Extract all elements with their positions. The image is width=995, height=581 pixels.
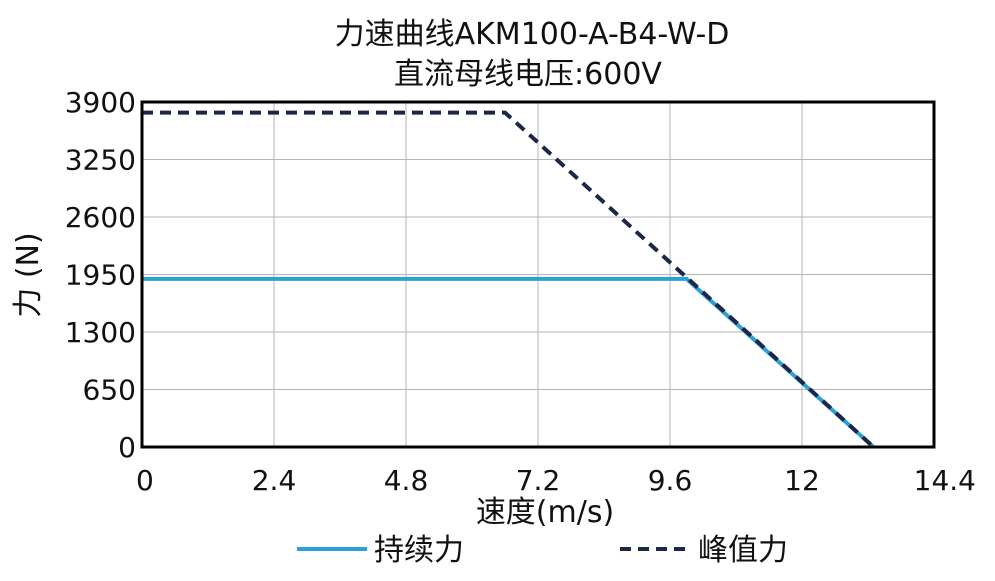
chart-title: 力速曲线AKM100-A-B4-W-D [335,17,730,52]
legend-label-peak-force: 峰值力 [698,533,788,568]
y-tick-label: 2600 [65,201,136,234]
x-tick-label: 7.2 [516,464,561,497]
x-tick-label: 14.4 [914,464,976,497]
y-axis-label: 力 (N) [11,232,46,317]
legend: 持续力 峰值力 [297,533,788,568]
x-tick-label: 9.6 [648,464,693,497]
x-tick-label: 0 [136,464,154,497]
x-axis-label: 速度(m/s) [476,495,614,530]
y-tick-label: 1300 [65,316,136,349]
y-tick-label: 650 [83,374,136,407]
y-tick-label: 1950 [65,259,136,292]
y-axis-ticks: 0 650 1300 1950 2600 3250 3900 [65,86,136,464]
plot-frame [140,100,936,449]
y-tick-label: 3900 [65,86,136,119]
legend-label-continuous-force: 持续力 [374,533,464,568]
chart-subtitle: 直流母线电压:600V [394,57,662,92]
y-tick-label: 0 [118,431,136,464]
x-axis-ticks: 0 2.4 4.8 7.2 9.6 12 14.4 [136,464,976,497]
x-tick-label: 12 [784,464,820,497]
series-lines [142,110,875,449]
series-line-continuous-force [142,276,875,449]
series-line-peak-force [142,110,875,449]
x-tick-label: 4.8 [384,464,429,497]
y-tick-label: 3250 [65,144,136,177]
x-tick-label: 2.4 [252,464,297,497]
